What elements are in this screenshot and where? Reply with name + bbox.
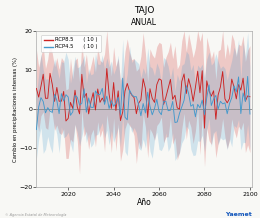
Text: Υaemet: Υaemet <box>225 212 252 217</box>
X-axis label: Año: Año <box>137 198 152 207</box>
Text: TAJO: TAJO <box>134 6 154 15</box>
Text: ANUAL: ANUAL <box>131 18 157 27</box>
Y-axis label: Cambio en precipitaciones intensas (%): Cambio en precipitaciones intensas (%) <box>13 56 18 162</box>
Legend: RCP8.5      ( 10 ), RCP4.5      ( 10 ): RCP8.5 ( 10 ), RCP4.5 ( 10 ) <box>41 35 101 52</box>
Text: © Agencia Estatal de Meteorología: © Agencia Estatal de Meteorología <box>5 213 67 217</box>
